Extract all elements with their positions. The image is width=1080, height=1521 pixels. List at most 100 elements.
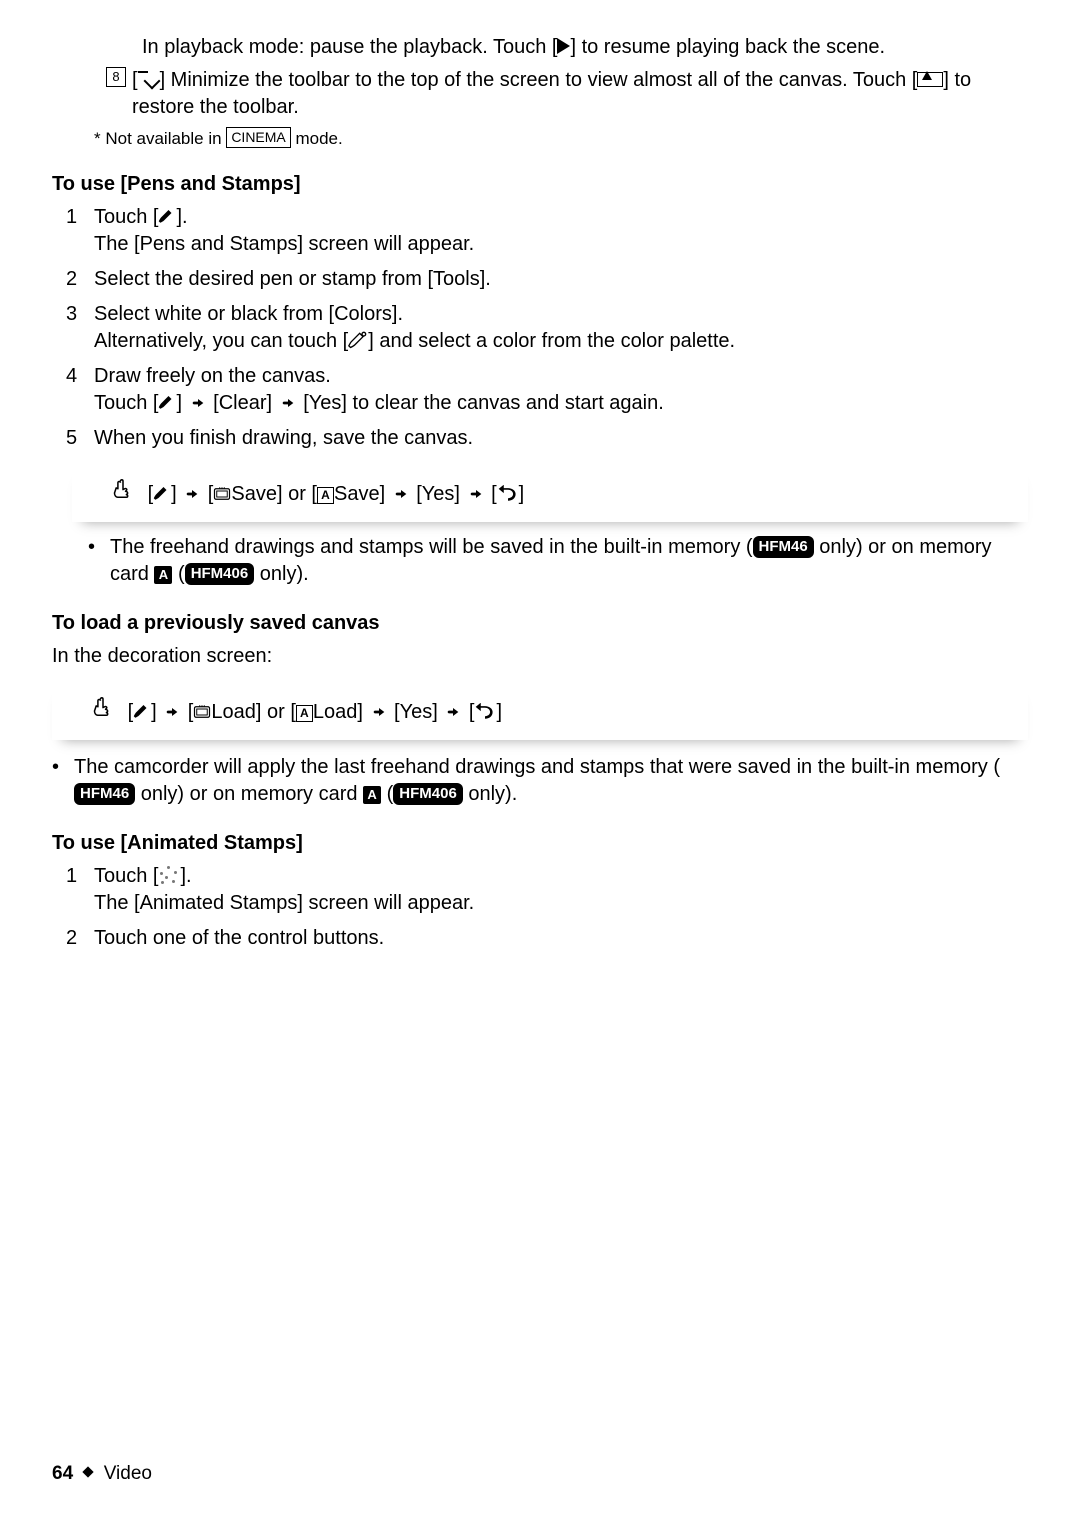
pen-icon xyxy=(158,392,176,410)
txt: [] Minimize the toolbar to the top of th… xyxy=(132,67,1028,121)
touch-hand-icon xyxy=(108,476,138,510)
t: Alternatively, you can touch [ xyxy=(94,330,348,352)
t: Draw freely on the canvas. xyxy=(94,365,331,387)
load-intro: In the decoration screen: xyxy=(52,643,1028,670)
t: ]. xyxy=(180,865,191,887)
card-a-icon: A xyxy=(296,705,313,722)
save-procedure: [] [Save] or [ASave] [Yes] [] xyxy=(72,464,1028,522)
page-number: 64 xyxy=(52,1463,73,1484)
t: Touch one of the control buttons. xyxy=(94,925,1028,952)
t: * Not available in xyxy=(94,129,226,148)
txt: ] to resume playing back the scene. xyxy=(570,36,885,58)
anim-step-1: 1 Touch [ ]. The [Animated Stamps] scree… xyxy=(66,863,1028,917)
t: Select the desired pen or stamp from [To… xyxy=(94,266,1028,293)
t: [Yes] xyxy=(411,483,466,505)
t: Save] or [ xyxy=(231,483,317,505)
pens-step-3: 3 Select white or black from [Colors]. A… xyxy=(66,301,1028,355)
pen-icon xyxy=(158,206,176,224)
t: [Clear] xyxy=(208,392,278,414)
t: only). xyxy=(463,783,517,805)
t: [Yes] to clear the canvas and start agai… xyxy=(298,392,664,414)
t: only). xyxy=(254,563,308,585)
t: Load] xyxy=(313,701,369,723)
card-a-black-icon: A xyxy=(363,786,381,804)
n: 1 xyxy=(66,204,94,258)
heading-load: To load a previously saved canvas xyxy=(52,610,1028,637)
model-badge-m46: HFM46 xyxy=(74,783,135,805)
card-a-black-icon: A xyxy=(154,566,172,584)
load-bullet: The camcorder will apply the last freeha… xyxy=(52,754,1028,808)
sequence-arrow-icon xyxy=(371,701,387,717)
t: ( xyxy=(172,563,184,585)
model-badge-m46: HFM46 xyxy=(753,536,814,558)
t: Load] or [ xyxy=(211,701,296,723)
pen-icon xyxy=(153,483,171,501)
pens-step-4: 4 Draw freely on the canvas. Touch [] [C… xyxy=(66,363,1028,417)
play-icon xyxy=(557,38,570,54)
t: ]. xyxy=(176,206,187,228)
sequence-arrow-icon xyxy=(184,483,200,499)
t: ( xyxy=(381,783,393,805)
model-badge-m406: HFM406 xyxy=(393,783,463,805)
t: The freehand drawings and stamps will be… xyxy=(110,536,753,558)
t: Select white or black from [Colors]. Alt… xyxy=(94,301,1028,355)
t: Touch [ xyxy=(94,206,158,228)
t: ] xyxy=(171,483,182,505)
animated-stamps-icon xyxy=(158,866,180,886)
t: The [Pens and Stamps] screen will appear… xyxy=(94,233,474,255)
color-pen-icon xyxy=(348,330,368,350)
t: Touch []. The [Pens and Stamps] screen w… xyxy=(94,204,1028,258)
builtin-memory-icon xyxy=(193,701,211,717)
anim-step-2: 2 Touch one of the control buttons. xyxy=(66,925,1028,952)
item-8: 8 [] Minimize the toolbar to the top of … xyxy=(106,67,1028,121)
n: 4 xyxy=(66,363,94,417)
t: [ xyxy=(486,483,497,505)
diamond-icon xyxy=(83,1467,94,1478)
t: ] Minimize the toolbar to the top of the… xyxy=(160,69,918,91)
t: The camcorder will apply the last freeha… xyxy=(74,754,1028,808)
t: The freehand drawings and stamps will be… xyxy=(110,534,1028,588)
cinema-badge: CINEMA xyxy=(226,127,290,148)
page-footer: 64 Video xyxy=(52,1461,152,1487)
ref-8: 8 xyxy=(106,67,126,87)
footnote-cinema: * Not available in CINEMA mode. xyxy=(94,127,1028,151)
t: Touch [ xyxy=(94,392,158,414)
restore-toolbar-icon xyxy=(917,72,943,87)
t: Save] xyxy=(334,483,391,505)
t: The camcorder will apply the last freeha… xyxy=(74,756,1000,778)
t: only) or on memory card xyxy=(135,783,363,805)
t: [ xyxy=(463,701,474,723)
builtin-memory-icon xyxy=(213,483,231,499)
n: 2 xyxy=(66,266,94,293)
t: Select white or black from [Colors]. xyxy=(94,303,403,325)
return-icon xyxy=(474,702,496,720)
sequence-arrow-icon xyxy=(280,392,296,408)
section-name: Video xyxy=(104,1463,152,1484)
n: 5 xyxy=(66,425,94,452)
sequence-arrow-icon xyxy=(468,483,484,499)
t: Touch [ ]. The [Animated Stamps] screen … xyxy=(94,863,1028,917)
pen-icon xyxy=(133,701,151,719)
t: ] xyxy=(176,392,187,414)
t: ] xyxy=(496,701,502,723)
txt: In playback mode: pause the playback. To… xyxy=(142,36,557,58)
t: ] xyxy=(519,483,525,505)
sequence-arrow-icon xyxy=(164,701,180,717)
minimize-toolbar-icon xyxy=(138,71,160,87)
sequence-arrow-icon xyxy=(445,701,461,717)
n: 2 xyxy=(66,925,94,952)
heading-pens: To use [Pens and Stamps] xyxy=(52,171,1028,198)
t: [ xyxy=(182,701,193,723)
t: [ xyxy=(202,483,213,505)
t: ] xyxy=(151,701,162,723)
pens-step-5: 5 When you finish drawing, save the canv… xyxy=(66,425,1028,452)
t: The [Animated Stamps] screen will appear… xyxy=(94,892,474,914)
load-procedure: [] [Load] or [ALoad] [Yes] [] xyxy=(52,682,1028,740)
sequence-arrow-icon xyxy=(190,392,206,408)
card-a-icon: A xyxy=(317,487,334,504)
n: 1 xyxy=(66,863,94,917)
t: mode. xyxy=(291,129,343,148)
t: [Yes] xyxy=(389,701,444,723)
sequence-arrow-icon xyxy=(393,483,409,499)
model-badge-m406: HFM406 xyxy=(185,563,255,585)
